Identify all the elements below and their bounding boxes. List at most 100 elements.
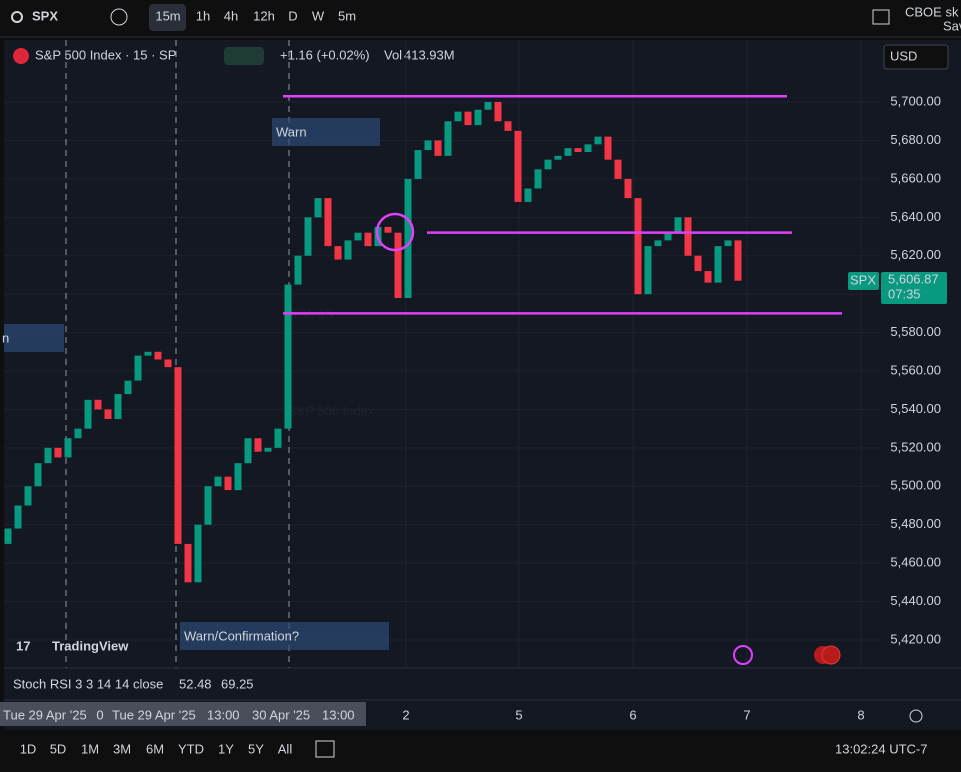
candle	[734, 240, 742, 281]
interval[interactable]: 15m	[155, 8, 180, 23]
candle	[614, 159, 622, 179]
candle	[644, 246, 652, 295]
candle	[434, 140, 442, 156]
candle	[584, 144, 592, 152]
x-tick-label: 5	[515, 707, 522, 722]
y-tick-label: 5,640.00	[890, 209, 941, 224]
symbol-tag-label: SPX	[850, 272, 876, 287]
candle	[534, 169, 542, 189]
candle	[264, 447, 272, 452]
brand-logo: 17	[16, 638, 30, 653]
note: n	[2, 330, 9, 345]
candle	[114, 394, 122, 420]
candle	[574, 148, 582, 152]
add-icon[interactable]	[110, 8, 128, 26]
y-tick-label: 5,560.00	[890, 362, 941, 377]
status	[224, 47, 264, 65]
note-box	[4, 324, 64, 352]
flag-icon[interactable]	[821, 645, 841, 665]
candle	[334, 246, 342, 260]
y-tick-label: 5,660.00	[890, 170, 941, 185]
indicator-name: Stoch RSI 3 3 14 14 close	[13, 676, 163, 691]
candle	[454, 111, 462, 122]
price-tag-label: 5,606.87	[888, 271, 939, 286]
candle	[94, 399, 102, 410]
event-icon[interactable]	[733, 645, 753, 665]
candle	[224, 476, 232, 491]
candle	[674, 217, 682, 233]
candle	[44, 447, 52, 464]
x-tick-label: 13:00	[207, 707, 240, 722]
candle	[594, 136, 602, 145]
countdown: 07:35	[888, 286, 921, 301]
time-highlight	[0, 702, 366, 726]
candle	[714, 246, 722, 283]
range-button[interactable]: 1D	[20, 741, 37, 756]
range-button[interactable]: 6M	[146, 741, 164, 756]
range-button[interactable]: 1Y	[218, 741, 234, 756]
right-label: CBOE sk	[905, 4, 959, 19]
interval[interactable]: W	[312, 8, 325, 23]
range-button[interactable]: YTD	[178, 741, 204, 756]
candle	[154, 351, 162, 360]
x-tick-label: Tue 29 Apr '25	[112, 707, 196, 722]
y-tick-label: 5,580.00	[890, 324, 941, 339]
legend-title: S&P 500 Index · 15 · SP	[35, 47, 176, 62]
candle	[214, 476, 222, 487]
interval[interactable]: 5m	[338, 8, 356, 23]
candle	[634, 198, 642, 295]
search-icon[interactable]	[11, 11, 23, 23]
interval[interactable]: 1h	[196, 8, 210, 23]
price-tag	[881, 271, 947, 304]
range-button[interactable]: All	[278, 741, 293, 756]
candle	[464, 111, 472, 126]
candle	[344, 240, 352, 260]
range-button[interactable]: 1M	[81, 741, 99, 756]
candle	[424, 140, 432, 151]
clock: 13:02:24 UTC-7	[835, 741, 928, 756]
y-tick-label: 5,440.00	[890, 593, 941, 608]
change: +1.16 (+0.02%)	[280, 47, 370, 62]
interval[interactable]: D	[288, 8, 297, 23]
candle	[204, 486, 212, 525]
range-button[interactable]: 3M	[113, 741, 131, 756]
currency[interactable]: USD	[890, 48, 917, 63]
interval[interactable]: 4h	[224, 8, 238, 23]
candle	[104, 409, 112, 420]
vol: 413.93M	[404, 47, 455, 62]
y-tick-label: 5,520.00	[890, 439, 941, 454]
candle	[694, 255, 702, 272]
candle	[704, 271, 712, 283]
candle	[254, 438, 262, 452]
candle	[354, 232, 362, 241]
interval[interactable]: 12h	[253, 8, 275, 23]
candle	[494, 102, 502, 122]
candle	[364, 232, 372, 247]
settings-icon[interactable]	[909, 709, 923, 723]
range-button[interactable]: 5D	[50, 741, 67, 756]
currency-select[interactable]	[883, 44, 949, 70]
candle	[234, 463, 242, 491]
candle	[244, 438, 252, 464]
candle	[394, 232, 402, 299]
x-tick-label: 13:00	[322, 707, 355, 722]
candle	[314, 198, 322, 218]
symbol[interactable]: SPX	[32, 8, 58, 23]
candle	[304, 217, 312, 256]
y-tick-label: 5,540.00	[890, 401, 941, 416]
candle	[504, 121, 512, 131]
logo	[13, 48, 29, 64]
y-tick-label: 5,620.00	[890, 247, 941, 262]
candle	[564, 148, 572, 156]
candle	[664, 232, 672, 241]
calendar-icon[interactable]	[315, 740, 335, 758]
window-icon[interactable]	[872, 9, 890, 25]
y-tick-label: 5,680.00	[890, 132, 941, 147]
candle	[684, 217, 692, 256]
candle	[64, 438, 72, 458]
candle	[84, 399, 92, 429]
candle	[384, 226, 392, 233]
candle	[14, 505, 22, 529]
range-button[interactable]: 5Y	[248, 741, 264, 756]
